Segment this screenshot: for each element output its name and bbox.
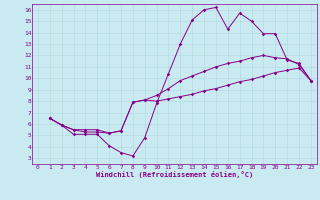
X-axis label: Windchill (Refroidissement éolien,°C): Windchill (Refroidissement éolien,°C) xyxy=(96,171,253,178)
